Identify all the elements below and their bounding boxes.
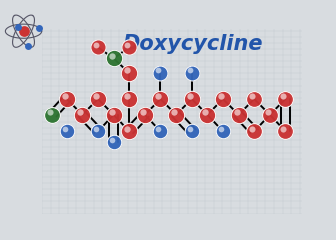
Point xyxy=(189,129,195,133)
Point xyxy=(111,141,116,144)
Point xyxy=(124,127,130,131)
Point xyxy=(95,45,101,49)
Point xyxy=(156,68,161,72)
Point xyxy=(21,29,26,33)
Point xyxy=(205,113,210,117)
Point xyxy=(111,56,116,60)
Point xyxy=(158,129,163,133)
Point xyxy=(220,97,226,101)
Point xyxy=(111,56,116,60)
Point xyxy=(252,129,257,133)
Point xyxy=(109,138,114,142)
Point xyxy=(124,94,130,98)
Point xyxy=(26,45,31,48)
Point xyxy=(111,113,116,117)
Point xyxy=(95,97,101,101)
Point xyxy=(220,97,226,101)
Point xyxy=(80,113,85,117)
Point xyxy=(140,110,145,114)
Point xyxy=(48,110,53,114)
Point xyxy=(124,68,130,72)
Point xyxy=(142,113,148,117)
Point xyxy=(127,129,132,133)
Point xyxy=(187,127,192,131)
Point xyxy=(78,110,83,114)
Point xyxy=(158,71,163,75)
Point xyxy=(203,110,208,114)
Point xyxy=(95,129,101,133)
Point xyxy=(127,129,132,133)
Point xyxy=(249,127,255,131)
Point xyxy=(62,127,67,131)
Point xyxy=(249,94,255,98)
Point xyxy=(37,26,42,30)
Point xyxy=(142,113,148,117)
Point xyxy=(64,97,70,101)
Point xyxy=(124,42,130,46)
Point xyxy=(50,113,55,117)
Point xyxy=(93,127,98,131)
Point xyxy=(50,113,55,117)
Point xyxy=(64,97,70,101)
Point xyxy=(158,97,163,101)
Point xyxy=(109,54,114,58)
Point xyxy=(173,113,179,117)
Point xyxy=(80,113,85,117)
Point xyxy=(283,129,288,133)
Point xyxy=(15,25,20,29)
Point xyxy=(281,127,286,131)
Point xyxy=(158,129,163,133)
Point xyxy=(127,97,132,101)
Point xyxy=(127,71,132,75)
Point xyxy=(95,45,101,49)
Point xyxy=(218,127,223,131)
Point xyxy=(283,97,288,101)
Point xyxy=(189,71,195,75)
Point xyxy=(205,113,210,117)
Point xyxy=(173,113,179,117)
Point xyxy=(111,141,116,144)
Point xyxy=(156,127,161,131)
Point xyxy=(283,97,288,101)
Point xyxy=(218,94,223,98)
Point xyxy=(281,94,286,98)
Point xyxy=(236,113,241,117)
Point xyxy=(252,97,257,101)
Point xyxy=(283,129,288,133)
Point xyxy=(62,94,67,98)
Point xyxy=(267,113,272,117)
Point xyxy=(127,71,132,75)
Point xyxy=(187,94,192,98)
Point xyxy=(189,97,195,101)
Point xyxy=(158,71,163,75)
Point xyxy=(220,129,226,133)
Point xyxy=(95,97,101,101)
Point xyxy=(93,94,98,98)
Point xyxy=(265,110,270,114)
Point xyxy=(127,45,132,49)
Point xyxy=(93,42,98,46)
Point xyxy=(267,113,272,117)
Point xyxy=(189,129,195,133)
Point xyxy=(64,129,70,133)
Point xyxy=(236,113,241,117)
Point xyxy=(234,110,239,114)
Point xyxy=(64,129,70,133)
Point xyxy=(189,71,195,75)
Point xyxy=(220,129,226,133)
Point xyxy=(156,94,161,98)
Point xyxy=(127,97,132,101)
Point xyxy=(158,97,163,101)
Point xyxy=(95,129,101,133)
Text: Doxycycline: Doxycycline xyxy=(123,34,263,54)
Point xyxy=(187,68,192,72)
Point xyxy=(189,97,195,101)
Point xyxy=(111,113,116,117)
Point xyxy=(109,110,114,114)
Point xyxy=(252,129,257,133)
Point xyxy=(171,110,177,114)
Point xyxy=(127,45,132,49)
Point xyxy=(252,97,257,101)
